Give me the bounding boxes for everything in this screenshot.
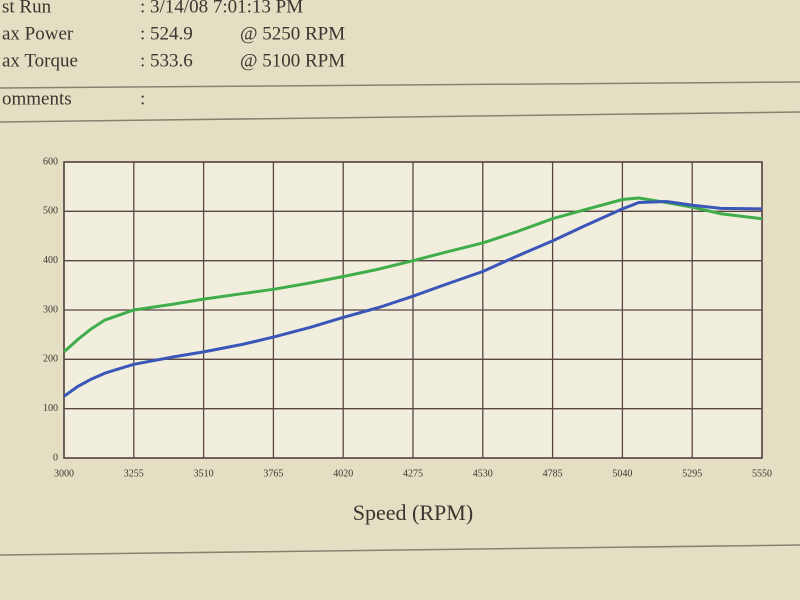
header-value: : (140, 88, 145, 109)
y-tick-label: 200 (43, 354, 58, 365)
x-axis-label: Speed (RPM) (353, 500, 473, 525)
header-value: : 533.6 (140, 50, 193, 71)
x-tick-label: 3510 (194, 468, 214, 479)
y-tick-label: 0 (53, 452, 58, 463)
header-label: ax Power (2, 23, 74, 44)
y-tick-label: 100 (43, 403, 58, 414)
data-line (63, 200, 763, 398)
x-tick-label: 5040 (612, 468, 632, 479)
header-value: : 3/14/08 7:01:13 PM (140, 0, 303, 17)
x-tick-label: 4530 (473, 468, 493, 479)
x-tick-label: 3255 (124, 468, 144, 479)
header-label: st Run (2, 0, 52, 17)
data-line (62, 196, 763, 354)
header: st Run : 3/14/08 7:01:13 PM ax Power : 524.… (2, 0, 345, 109)
header-rule (0, 111, 800, 123)
y-tick-label: 600 (43, 156, 58, 167)
header-label: ax Torque (2, 50, 78, 71)
x-tick-label: 5295 (682, 468, 702, 479)
x-tick-label: 4020 (333, 468, 353, 479)
header-extra: @ 5250 RPM (240, 23, 345, 44)
header-label: omments (2, 88, 72, 109)
header-rule (0, 81, 800, 89)
x-tick-label: 4785 (543, 468, 563, 479)
y-tick-label: 300 (43, 304, 58, 315)
plot: 0 100 200 300 400 500 600 3000 3255 3510 3765 4020 4… (43, 156, 772, 525)
header-value: : 524.9 (140, 23, 193, 44)
x-tick-label: 5550 (752, 468, 772, 479)
x-tick-label: 4275 (403, 468, 423, 479)
x-tick-label: 3765 (263, 468, 283, 479)
header-extra: @ 5100 RPM (240, 50, 345, 71)
y-tick-label: 400 (43, 255, 58, 266)
x-tick-label: 3000 (54, 468, 74, 479)
footer-rule (0, 544, 800, 556)
y-tick-label: 500 (43, 206, 58, 217)
